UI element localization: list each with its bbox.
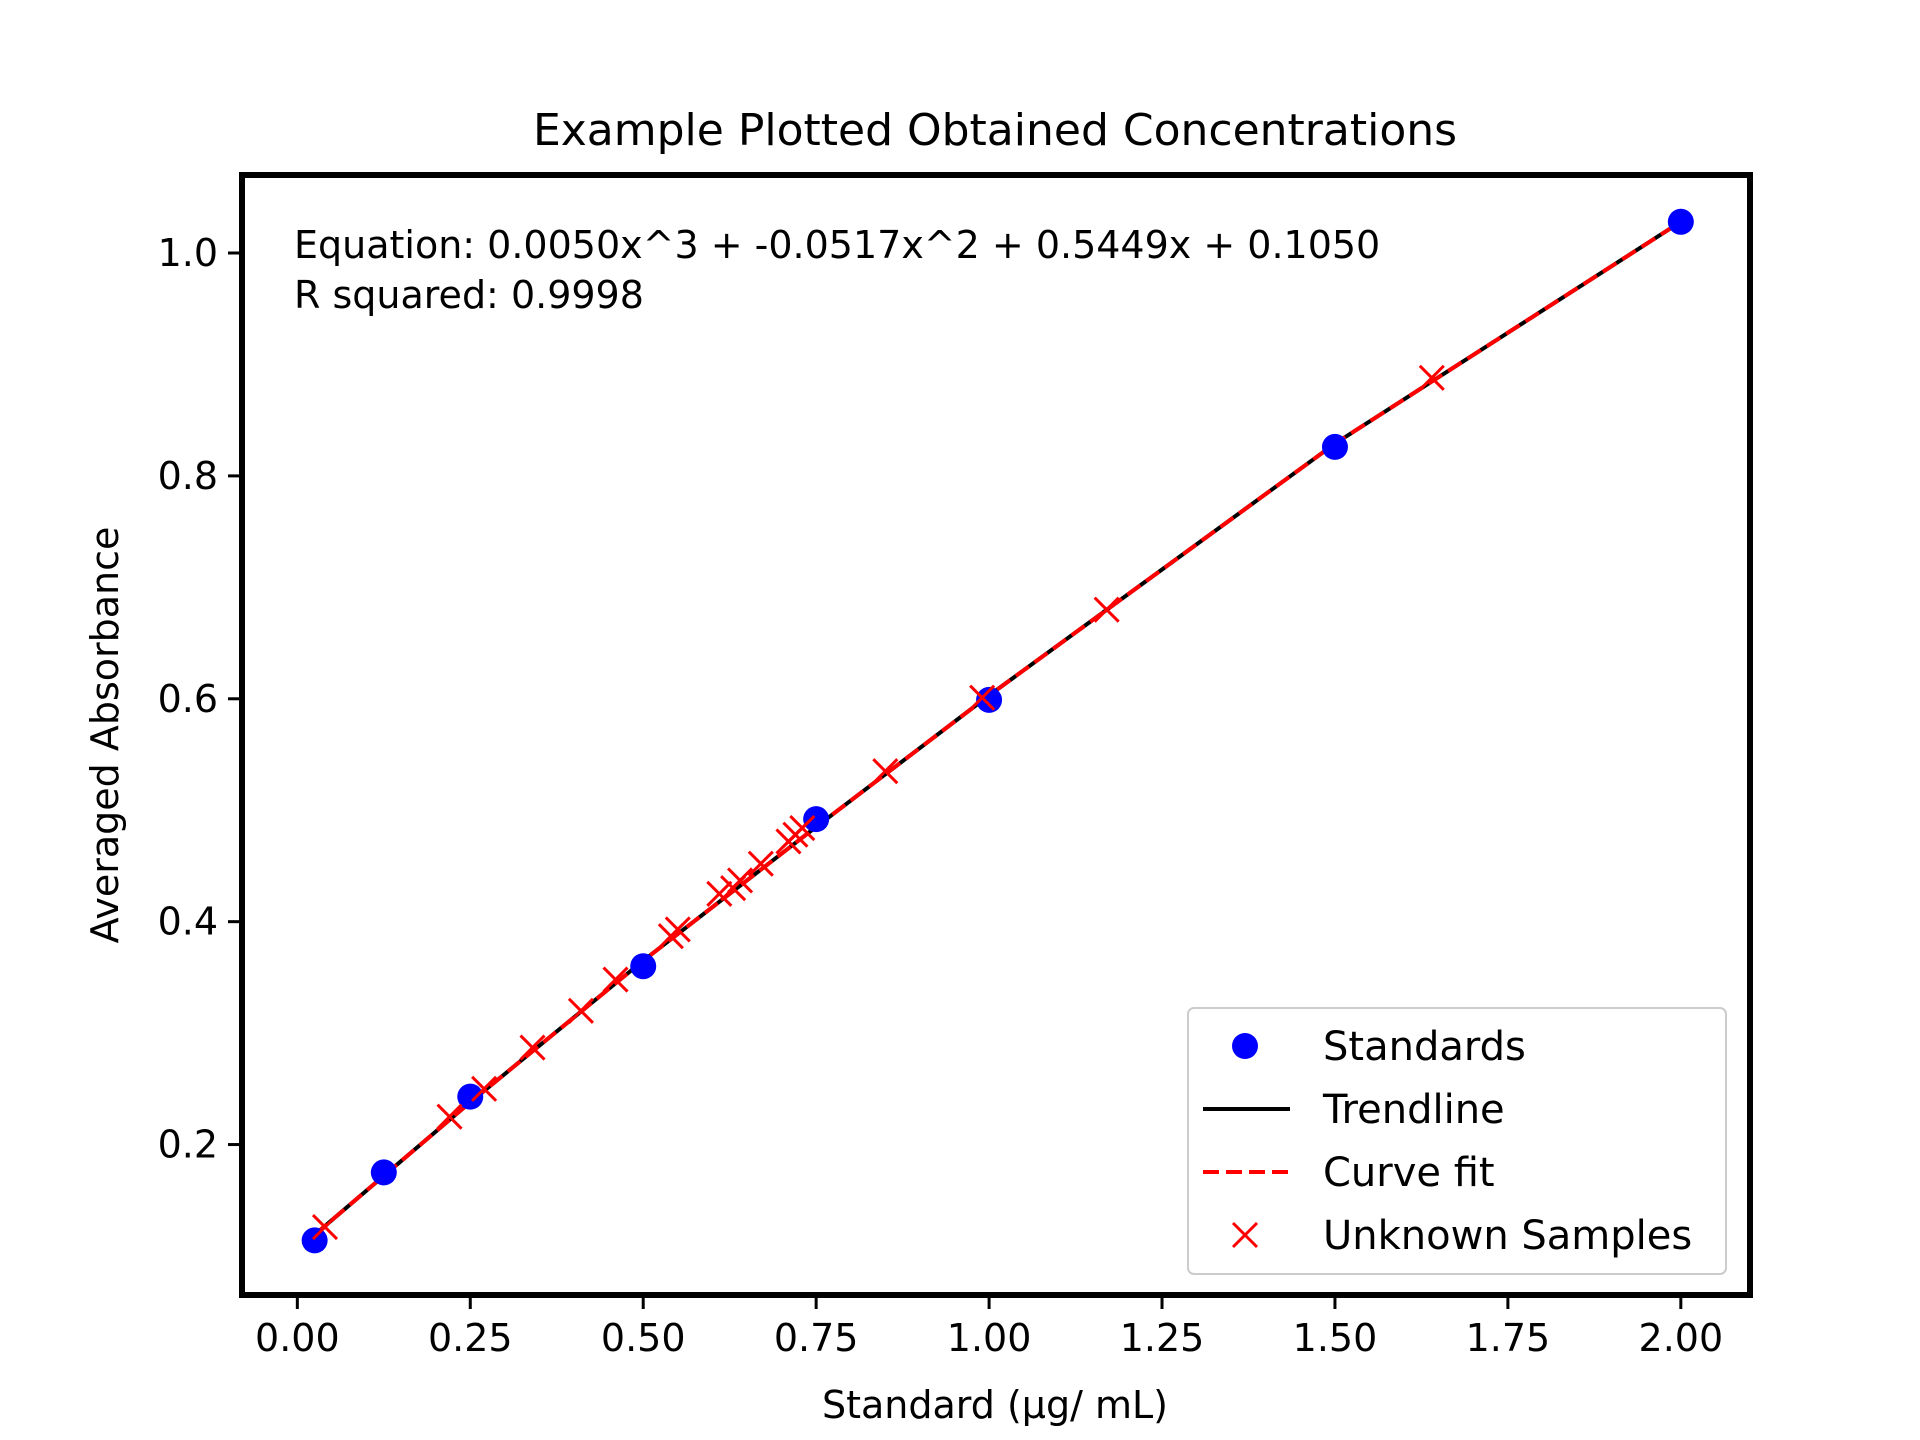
unknown-sample-point: [1418, 364, 1445, 391]
x-tick-label: 0.50: [601, 1316, 686, 1360]
standard-point: [803, 806, 830, 833]
x-tick-label: 1.25: [1120, 1316, 1205, 1360]
unknown-sample-point: [726, 867, 754, 894]
y-axis-label: Averaged Absorbance: [83, 527, 127, 944]
standard-point: [976, 686, 1003, 713]
unknown-sample-point: [747, 850, 774, 877]
standard-point: [1321, 433, 1348, 460]
x-tick-label: 0.25: [428, 1316, 513, 1360]
x-tick-label: 2.00: [1639, 1316, 1724, 1360]
unknown-sample-point: [519, 1034, 546, 1061]
legend-unknown-samples-label: Unknown Samples: [1323, 1213, 1692, 1259]
r-squared-annotation: R squared: 0.9998: [294, 273, 644, 317]
plot-frame: [239, 172, 1753, 1298]
legend-trendline-label: Trendline: [1322, 1087, 1505, 1133]
y-tick-label: 0.6: [158, 677, 218, 721]
unknown-sample-point: [706, 880, 733, 907]
legend-curve-fit-label: Curve fit: [1323, 1150, 1495, 1196]
standard-point: [301, 1227, 328, 1254]
x-tick-label: 1.00: [947, 1316, 1032, 1360]
y-tick-label: 1.0: [158, 231, 218, 275]
x-tick-label: 0.00: [255, 1316, 340, 1360]
x-axis: 0.00 0.25 0.50 0.75 1.00 1.25 1.50 1.75 2.00: [255, 1295, 1723, 1360]
legend-unknown-samples-marker: [1231, 1221, 1259, 1249]
legend-box: [1187, 1007, 1727, 1275]
y-tick-label: 0.4: [158, 900, 218, 944]
y-tick-label: 0.2: [158, 1123, 218, 1167]
standard-point: [457, 1083, 484, 1110]
plot-content: [301, 208, 1694, 1254]
chart-title: Example Plotted Obtained Concentrations: [533, 105, 1457, 156]
unknown-sample-point: [969, 684, 996, 711]
x-tick-label: 0.75: [774, 1316, 859, 1360]
unknown-sample-point: [872, 758, 899, 785]
y-tick-label: 0.8: [158, 454, 218, 498]
x-tick-label: 1.75: [1466, 1316, 1551, 1360]
x-axis-label: Standard (µg/ mL): [822, 1383, 1168, 1427]
unknown-sample-point: [471, 1075, 498, 1102]
unknown-sample-point: [436, 1103, 463, 1130]
unknown-sample-point: [664, 916, 691, 943]
legend-standards-marker: [1232, 1033, 1258, 1059]
unknown-sample-point: [1093, 596, 1120, 623]
standard-point: [370, 1159, 397, 1186]
equation-annotation: Equation: 0.0050x^3 + -0.0517x^2 + 0.544…: [294, 223, 1380, 267]
standard-point: [1667, 208, 1694, 235]
unknown-sample-point: [311, 1213, 339, 1241]
unknown-sample-point: [789, 814, 816, 842]
legend-standards-label: Standards: [1323, 1024, 1526, 1070]
x-tick-label: 1.50: [1293, 1316, 1378, 1360]
legend: Standards Trendline Curve fit Unknown Sa…: [1187, 1007, 1727, 1275]
unknown-sample-point: [567, 997, 595, 1024]
standard-point: [630, 953, 657, 980]
y-axis: 0.2 0.4 0.6 0.8 1.0: [158, 231, 242, 1167]
unknown-sample-point: [602, 966, 629, 993]
